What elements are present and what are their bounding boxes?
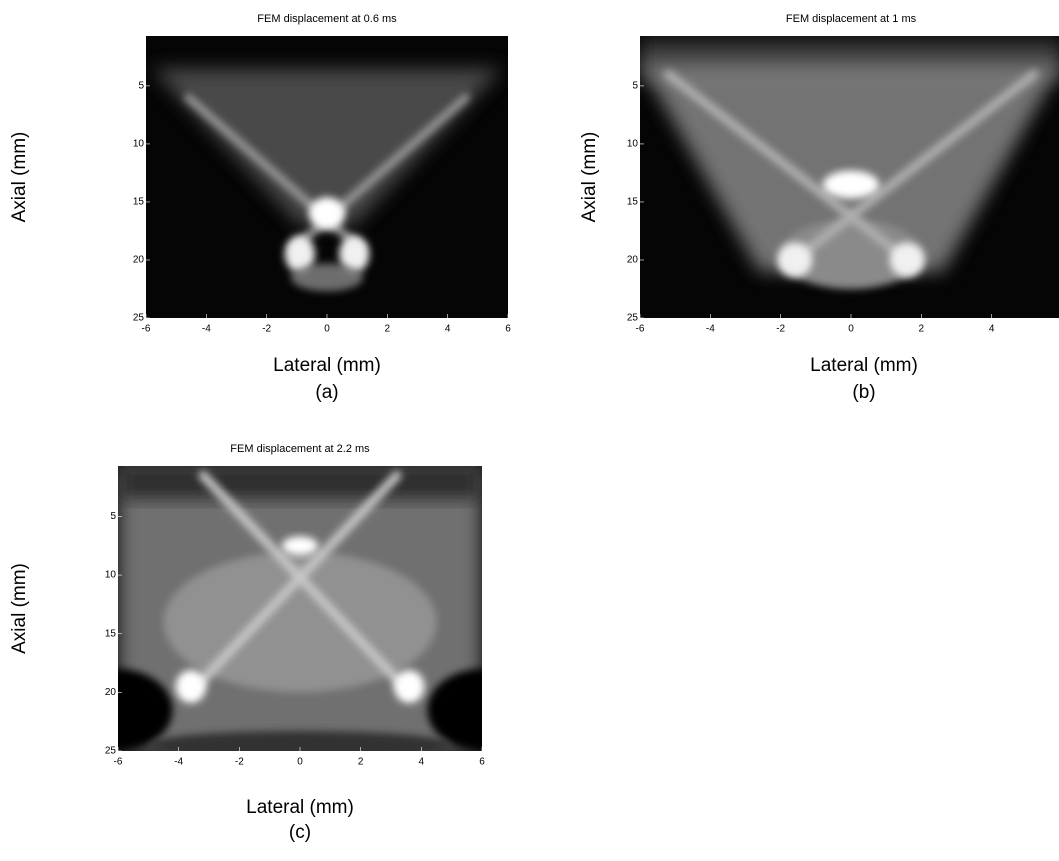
y-tick-label: 20 [105, 687, 117, 698]
shading [152, 68, 502, 226]
shading [118, 668, 173, 751]
y-axis-label: Axial (mm) [9, 563, 30, 654]
x-tick-label: -6 [142, 324, 151, 335]
y-tick-label: 15 [133, 197, 145, 208]
y-tick-label: 10 [627, 139, 639, 150]
x-axis-label: Lateral (mm) [246, 797, 354, 818]
shading [148, 731, 452, 751]
chart-title: FEM displacement at 2.2 ms [230, 443, 370, 455]
x-tick-label: 6 [479, 757, 485, 768]
shading [339, 235, 370, 273]
shading [640, 62, 1059, 272]
x-tick-label: -2 [776, 324, 785, 335]
x-tick-label: -2 [262, 324, 271, 335]
panel-caption: (b) [852, 382, 875, 403]
panel: FEM displacement at 1 ms-6-4-20246510152… [579, 13, 1059, 403]
y-tick-label: 15 [105, 628, 117, 639]
chart-title: FEM displacement at 0.6 ms [257, 13, 397, 25]
x-tick-label: 2 [919, 324, 925, 335]
panel: FEM displacement at 2.2 ms -6 -4 -2 0 2 4 6 5 10 1… [9, 443, 485, 843]
x-tick-label: -2 [235, 757, 244, 768]
shading [163, 551, 437, 693]
shading [777, 242, 813, 278]
y-tick-label: 20 [627, 255, 639, 266]
shading [394, 670, 425, 703]
y-tick-label: 10 [133, 139, 145, 150]
shading [780, 219, 922, 289]
shading [427, 668, 482, 751]
y-axis-label: Axial (mm) [9, 132, 30, 223]
y-tick-label: 15 [627, 197, 639, 208]
heatmap-image [146, 36, 508, 318]
shading [284, 235, 315, 273]
y-tick-label: 25 [627, 313, 639, 324]
shading [663, 69, 912, 265]
y-tick-label: 5 [110, 511, 116, 522]
y-tick-label: 25 [105, 746, 117, 757]
y-tick-label: 5 [632, 81, 638, 92]
x-tick-label: 2 [358, 757, 364, 768]
y-axis-label: Axial (mm) [579, 132, 600, 223]
x-axis-label: Lateral (mm) [273, 355, 381, 376]
x-tick-label: -6 [636, 324, 645, 335]
shading [186, 470, 402, 697]
x-tick-label: 2 [385, 324, 391, 335]
shading [822, 170, 880, 199]
shading [198, 470, 414, 697]
shading [308, 197, 346, 230]
x-tick-label: 4 [989, 324, 995, 335]
x-tick-label: -6 [114, 757, 123, 768]
x-axis-label: Lateral (mm) [810, 355, 918, 376]
shading [281, 536, 319, 556]
panel-caption: (a) [315, 382, 338, 403]
shading [118, 466, 482, 499]
shading [889, 242, 925, 278]
x-tick-label: 4 [445, 324, 451, 335]
x-tick-label: -4 [174, 757, 183, 768]
shading [790, 69, 1039, 265]
x-tick-label: -4 [202, 324, 211, 335]
heatmap-image [640, 36, 1059, 318]
x-tick-label: 0 [297, 757, 303, 768]
shading [290, 263, 364, 292]
x-tick-label: 6 [505, 324, 511, 335]
y-tick-label: 5 [138, 81, 144, 92]
chart-title: FEM displacement at 1 ms [786, 13, 917, 25]
panel-caption: (c) [289, 822, 311, 843]
y-tick-label: 20 [133, 255, 145, 266]
x-tick-label: 0 [848, 324, 854, 335]
heatmap-image [118, 466, 482, 751]
panel: FEM displacement at 0.6 ms -6 -4 -2 0 2 4 6 5 10 1… [9, 13, 511, 403]
y-tick-label: 10 [105, 570, 117, 581]
y-tick-label: 25 [133, 313, 145, 324]
x-tick-label: 0 [324, 324, 330, 335]
x-tick-label: 4 [419, 757, 425, 768]
shading [175, 670, 206, 703]
x-tick-label: -4 [706, 324, 715, 335]
